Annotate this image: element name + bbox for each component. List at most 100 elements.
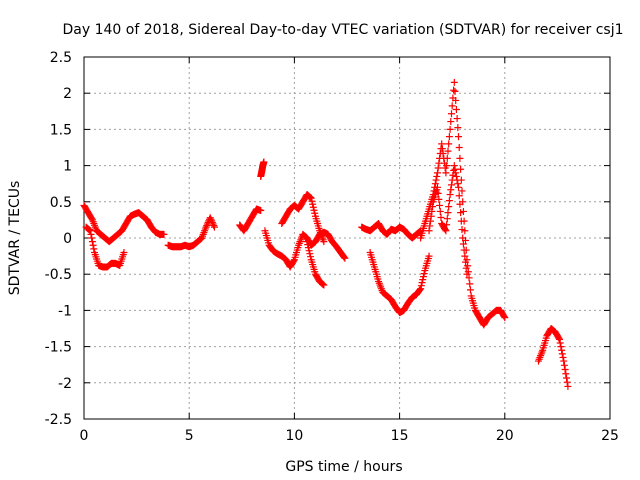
data-point <box>340 253 348 261</box>
data-point <box>203 222 211 230</box>
data-point <box>303 238 311 246</box>
data-point <box>202 223 210 231</box>
series-trace-a <box>80 201 168 246</box>
data-point <box>88 215 96 223</box>
y-tick-label: 0.5 <box>50 195 72 211</box>
data-point <box>307 253 315 261</box>
data-point <box>443 162 451 170</box>
data-point <box>558 350 566 358</box>
y-tick-label: 0 <box>63 231 72 247</box>
data-point <box>419 276 427 284</box>
series-trace-c <box>164 214 218 251</box>
data-point <box>86 226 94 234</box>
data-point <box>87 230 95 238</box>
data-point <box>501 314 509 322</box>
data-point <box>447 181 455 189</box>
data-point <box>433 183 441 191</box>
y-tick-label: 2 <box>63 86 72 102</box>
data-point <box>420 270 428 278</box>
data-point <box>452 96 460 104</box>
data-point <box>427 212 435 220</box>
data-point <box>436 207 444 215</box>
data-point <box>456 154 464 162</box>
data-point <box>446 125 454 133</box>
x-tick-label: 0 <box>80 428 89 444</box>
data-point <box>441 226 449 234</box>
y-tick-label: -1 <box>58 303 72 319</box>
data-point <box>455 144 463 151</box>
data-point <box>459 240 467 248</box>
data-point <box>442 169 450 177</box>
data-point <box>435 195 443 203</box>
data-point <box>450 86 458 94</box>
data-point <box>428 207 436 215</box>
data-point <box>453 176 461 184</box>
data-point <box>90 245 98 253</box>
data-point <box>439 150 447 158</box>
series-trace-d <box>236 205 265 235</box>
data-point <box>306 193 314 201</box>
data-point <box>207 215 215 223</box>
data-point <box>455 192 463 200</box>
data-point <box>557 343 565 351</box>
data-point <box>445 140 453 148</box>
data-point <box>447 186 455 194</box>
data-point <box>86 227 94 235</box>
data-point <box>208 217 216 225</box>
y-tick-label: 1 <box>63 159 72 175</box>
data-point <box>445 133 453 141</box>
data-point <box>208 218 216 226</box>
data-point <box>304 241 312 249</box>
data-point <box>434 164 442 172</box>
data-point <box>444 209 452 217</box>
series-trace-f <box>261 227 349 271</box>
data-point <box>307 194 315 202</box>
data-point <box>454 180 462 188</box>
data-point <box>436 201 444 209</box>
y-tick-label: 1.5 <box>50 122 72 138</box>
data-point <box>466 280 474 288</box>
data-point <box>206 214 214 222</box>
data-point <box>433 172 441 180</box>
data-point <box>450 162 458 170</box>
data-point <box>416 286 424 294</box>
data-point <box>451 165 459 173</box>
data-point <box>555 334 563 342</box>
data-point <box>290 257 298 265</box>
data-point <box>450 78 458 86</box>
data-point <box>438 140 446 148</box>
data-point <box>304 244 312 252</box>
data-point <box>443 154 451 162</box>
data-point <box>257 206 265 214</box>
series-trace-e <box>257 158 268 180</box>
data-point <box>562 370 570 378</box>
data-point <box>443 221 451 229</box>
data-point <box>426 217 434 225</box>
data-point <box>417 285 425 293</box>
data-point <box>209 220 217 228</box>
data-point <box>563 374 571 382</box>
data-point <box>309 200 317 208</box>
data-point <box>311 209 319 217</box>
data-point <box>561 366 569 374</box>
data-point <box>445 203 453 211</box>
data-point <box>447 110 455 118</box>
x-axis-label: GPS time / hours <box>285 459 402 475</box>
chart-title: Day 140 of 2018, Sidereal Day-to-day VTE… <box>62 22 623 38</box>
data-point <box>560 361 568 369</box>
data-point <box>120 248 128 256</box>
data-point <box>433 169 441 177</box>
data-point <box>452 169 460 177</box>
data-point <box>305 247 313 255</box>
x-tick-label: 10 <box>285 428 303 444</box>
data-point <box>429 203 437 211</box>
data-point <box>461 252 469 260</box>
data-point <box>459 234 467 242</box>
plot-frame <box>83 56 611 420</box>
data-point <box>458 226 466 234</box>
data-point <box>210 223 218 231</box>
data-point <box>460 246 468 254</box>
data-point <box>558 346 566 354</box>
data-point <box>454 124 462 132</box>
data-point <box>563 378 571 386</box>
